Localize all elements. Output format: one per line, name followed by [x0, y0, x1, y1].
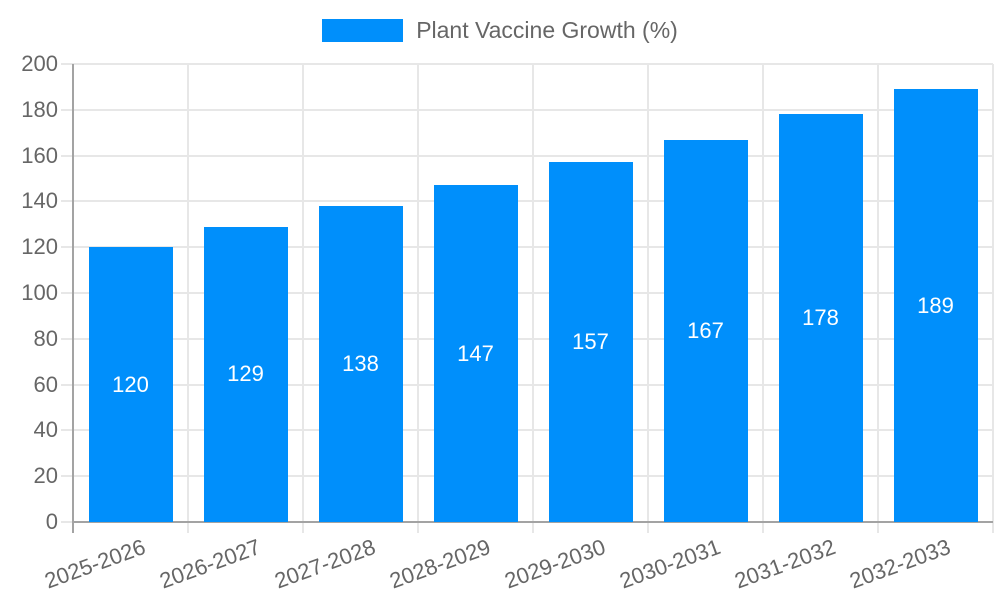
bar-value-label: 167 — [687, 317, 724, 343]
x-tick-mark — [647, 522, 649, 533]
y-tick-label: 180 — [21, 96, 58, 122]
y-tick-label: 0 — [45, 509, 58, 534]
bar-value-label: 120 — [112, 371, 149, 397]
x-tick-label: 2028-2029 — [386, 534, 495, 594]
x-gridline — [877, 64, 879, 522]
bar: 120 — [88, 247, 173, 522]
bar-value-label: 189 — [917, 292, 954, 318]
y-tick-mark — [61, 246, 73, 249]
y-tick-mark — [61, 108, 73, 111]
bar-value-label: 129 — [227, 361, 264, 387]
x-tick-label: 2032-2033 — [846, 534, 955, 594]
x-tick-mark — [187, 522, 189, 533]
legend-label: Plant Vaccine Growth (%) — [416, 17, 678, 43]
x-gridline — [302, 64, 304, 522]
y-tick-label: 80 — [33, 325, 58, 351]
x-tick-label: 2027-2028 — [271, 534, 380, 594]
x-tick-mark — [992, 522, 994, 533]
y-tick-label: 160 — [21, 142, 58, 168]
y-tick-label: 100 — [21, 280, 58, 305]
bar-value-label: 178 — [802, 305, 839, 331]
y-axis-line — [72, 64, 74, 533]
y-tick-mark — [61, 63, 73, 65]
x-gridline — [992, 64, 994, 522]
bar: 178 — [778, 114, 863, 522]
y-tick-label: 40 — [33, 417, 58, 443]
bar-value-label: 157 — [572, 329, 609, 355]
y-tick-mark — [61, 337, 73, 340]
y-tick-mark — [61, 383, 73, 386]
x-tick-label: 2031-2032 — [731, 534, 840, 594]
x-tick-mark — [302, 522, 304, 533]
x-gridline — [762, 64, 764, 522]
x-gridline — [187, 64, 189, 522]
y-tick-label: 120 — [21, 234, 58, 260]
bar: 157 — [548, 162, 633, 522]
y-tick-mark — [61, 521, 73, 523]
y-tick-mark — [61, 292, 73, 294]
x-tick-mark — [417, 522, 419, 533]
y-tick-mark — [61, 200, 73, 203]
bar: 147 — [433, 185, 518, 522]
x-tick-mark — [877, 522, 879, 533]
bar-value-label: 138 — [342, 350, 379, 376]
x-tick-label: 2026-2027 — [156, 534, 265, 594]
x-gridline — [417, 64, 419, 522]
bar: 129 — [203, 226, 288, 522]
x-tick-label: 2025-2026 — [41, 534, 150, 594]
legend-swatch — [322, 18, 404, 42]
x-tick-label: 2030-2031 — [616, 534, 725, 594]
y-tick-label: 20 — [33, 463, 58, 489]
y-tick-mark — [61, 429, 73, 432]
y-tick-label: 60 — [33, 371, 58, 397]
bar: 189 — [893, 89, 978, 522]
legend[interactable]: Plant Vaccine Growth (%) — [0, 17, 1000, 43]
x-tick-mark — [532, 522, 534, 533]
y-tick-mark — [61, 154, 73, 157]
y-tick-mark — [61, 475, 73, 478]
bar: 138 — [318, 205, 403, 522]
bar: 167 — [663, 139, 748, 522]
y-tick-label: 200 — [21, 51, 58, 76]
bar-value-label: 147 — [457, 340, 494, 366]
x-gridline — [647, 64, 649, 522]
x-axis-line — [73, 521, 993, 523]
y-tick-label: 140 — [21, 188, 58, 214]
x-gridline — [532, 64, 534, 522]
x-tick-label: 2029-2030 — [501, 534, 610, 594]
x-tick-mark — [762, 522, 764, 533]
